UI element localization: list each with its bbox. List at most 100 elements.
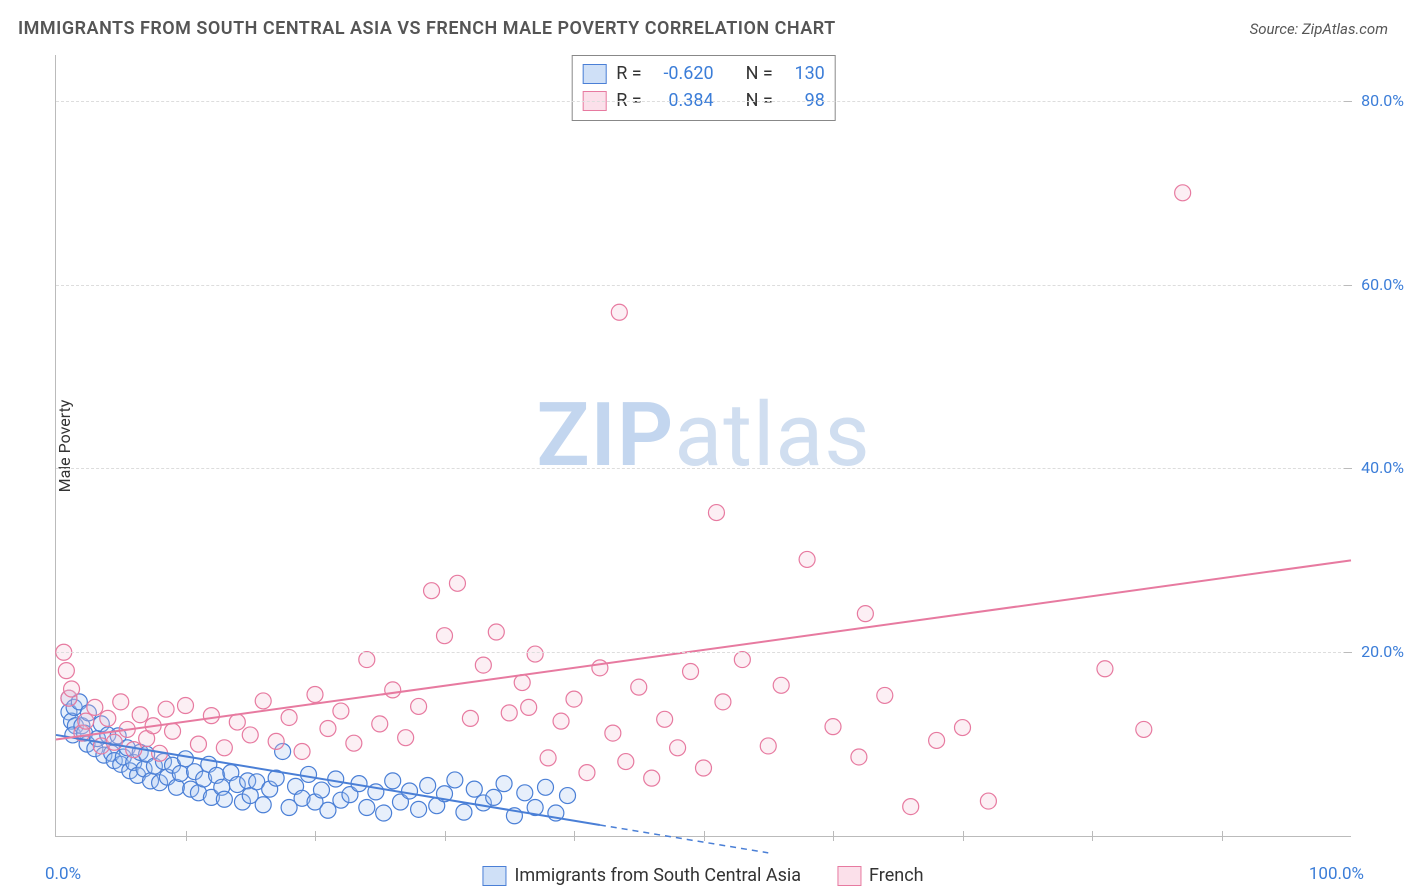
scatter-point-pink bbox=[449, 575, 465, 591]
scatter-point-pink bbox=[190, 736, 206, 752]
scatter-point-pink bbox=[611, 304, 627, 320]
scatter-point-pink bbox=[734, 652, 750, 668]
scatter-point-pink bbox=[333, 703, 349, 719]
scatter-point-pink bbox=[501, 705, 517, 721]
y-tick-label: 80.0% bbox=[1361, 91, 1404, 110]
y-tick-label: 60.0% bbox=[1361, 275, 1404, 294]
scatter-point-pink bbox=[877, 687, 893, 703]
scatter-point-pink bbox=[566, 691, 582, 707]
scatter-point-pink bbox=[359, 652, 375, 668]
scatter-point-pink bbox=[683, 664, 699, 680]
x-min-label: 0.0% bbox=[45, 864, 81, 884]
scatter-point-pink bbox=[307, 687, 323, 703]
scatter-point-pink bbox=[527, 646, 543, 662]
y-tick-label: 20.0% bbox=[1361, 642, 1404, 661]
scatter-point-pink bbox=[605, 725, 621, 741]
x-max-label: 100.0% bbox=[1309, 864, 1364, 884]
scatter-point-pink bbox=[929, 732, 945, 748]
scatter-point-blue bbox=[420, 777, 436, 793]
scatter-point-pink bbox=[229, 714, 245, 730]
scatter-point-pink bbox=[696, 760, 712, 776]
scatter-point-pink bbox=[372, 716, 388, 732]
scatter-point-pink bbox=[132, 707, 148, 723]
scatter-point-blue bbox=[486, 789, 502, 805]
scatter-point-pink bbox=[158, 701, 174, 717]
scatter-point-pink bbox=[242, 727, 258, 743]
scatter-point-pink bbox=[346, 735, 362, 751]
plot-area: ZIPatlas R = -0.620 N = 130 R = 0.384 N … bbox=[55, 55, 1351, 837]
chart-title: IMMIGRANTS FROM SOUTH CENTRAL ASIA VS FR… bbox=[18, 18, 836, 39]
scatter-point-pink bbox=[320, 720, 336, 736]
legend-item-pink: French bbox=[837, 865, 923, 886]
scatter-point-blue bbox=[313, 782, 329, 798]
legend-bottom: Immigrants from South Central Asia Frenc… bbox=[482, 865, 923, 886]
scatter-point-pink bbox=[715, 694, 731, 710]
scatter-point-blue bbox=[466, 781, 482, 797]
scatter-point-blue bbox=[402, 783, 418, 799]
legend-swatch-pink bbox=[837, 866, 861, 886]
scatter-point-blue bbox=[496, 776, 512, 792]
scatter-point-pink bbox=[268, 733, 284, 749]
scatter-point-pink bbox=[165, 723, 181, 739]
legend-label-pink: French bbox=[869, 865, 923, 886]
scatter-point-pink bbox=[644, 770, 660, 786]
scatter-point-pink bbox=[475, 657, 491, 673]
scatter-point-blue bbox=[376, 805, 392, 821]
legend-swatch-blue bbox=[482, 866, 506, 886]
scatter-point-pink bbox=[398, 730, 414, 746]
scatter-point-pink bbox=[385, 682, 401, 698]
scatter-point-pink bbox=[203, 708, 219, 724]
scatter-point-pink bbox=[78, 713, 94, 729]
scatter-point-blue bbox=[538, 779, 554, 795]
scatter-point-pink bbox=[255, 693, 271, 709]
scatter-point-blue bbox=[447, 772, 463, 788]
scatter-point-pink bbox=[216, 740, 232, 756]
scatter-point-blue bbox=[216, 791, 232, 807]
scatter-point-blue bbox=[172, 766, 188, 782]
scatter-point-pink bbox=[825, 719, 841, 735]
scatter-point-pink bbox=[281, 709, 297, 725]
scatter-point-pink bbox=[955, 720, 971, 736]
scatter-point-pink bbox=[462, 710, 478, 726]
scatter-point-pink bbox=[87, 699, 103, 715]
scatter-point-pink bbox=[903, 799, 919, 815]
scatter-point-pink bbox=[631, 679, 647, 695]
scatter-point-pink bbox=[1136, 721, 1152, 737]
scatter-point-blue bbox=[255, 797, 271, 813]
scatter-point-pink bbox=[708, 505, 724, 521]
scatter-point-pink bbox=[424, 583, 440, 599]
scatter-point-pink bbox=[1097, 661, 1113, 677]
scatter-point-blue bbox=[411, 801, 427, 817]
chart-svg bbox=[56, 55, 1351, 836]
scatter-point-pink bbox=[514, 675, 530, 691]
legend-item-blue: Immigrants from South Central Asia bbox=[482, 865, 801, 886]
scatter-point-pink bbox=[488, 624, 504, 640]
scatter-point-pink bbox=[64, 681, 80, 697]
scatter-point-pink bbox=[799, 551, 815, 567]
scatter-point-pink bbox=[670, 740, 686, 756]
trend-line-pink bbox=[56, 560, 1351, 739]
scatter-point-pink bbox=[657, 711, 673, 727]
scatter-point-pink bbox=[100, 710, 116, 726]
trend-line-dash-blue bbox=[600, 825, 768, 853]
scatter-point-pink bbox=[178, 698, 194, 714]
scatter-point-pink bbox=[437, 628, 453, 644]
scatter-point-blue bbox=[456, 804, 472, 820]
scatter-point-blue bbox=[359, 800, 375, 816]
scatter-point-pink bbox=[1175, 185, 1191, 201]
scatter-point-blue bbox=[301, 766, 317, 782]
scatter-point-blue bbox=[328, 771, 344, 787]
scatter-point-pink bbox=[618, 754, 634, 770]
scatter-point-pink bbox=[579, 765, 595, 781]
scatter-point-pink bbox=[411, 698, 427, 714]
scatter-point-blue bbox=[320, 802, 336, 818]
scatter-point-pink bbox=[294, 743, 310, 759]
scatter-point-pink bbox=[113, 694, 129, 710]
scatter-point-pink bbox=[58, 663, 74, 679]
scatter-point-pink bbox=[773, 677, 789, 693]
scatter-point-pink bbox=[592, 660, 608, 676]
scatter-point-pink bbox=[521, 699, 537, 715]
y-tick-label: 40.0% bbox=[1361, 458, 1404, 477]
source-attribution: Source: ZipAtlas.com bbox=[1250, 20, 1388, 38]
scatter-point-blue bbox=[560, 788, 576, 804]
